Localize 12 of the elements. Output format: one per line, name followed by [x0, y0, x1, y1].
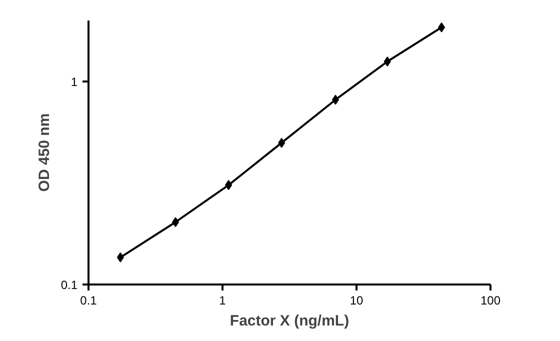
y-axis-title: OD 450 nm [36, 113, 53, 192]
point [225, 180, 232, 190]
x-tick-label: 10 [350, 294, 364, 308]
x-tick-label: 0.1 [80, 294, 98, 308]
x-axis-title: Factor X (ng/mL) [230, 312, 350, 330]
x-tick-label: 1 [219, 294, 226, 308]
point [278, 138, 286, 148]
point [172, 217, 180, 228]
x-tick-label: 100 [480, 294, 501, 308]
point [384, 56, 391, 66]
point [332, 94, 339, 105]
point [438, 22, 446, 32]
